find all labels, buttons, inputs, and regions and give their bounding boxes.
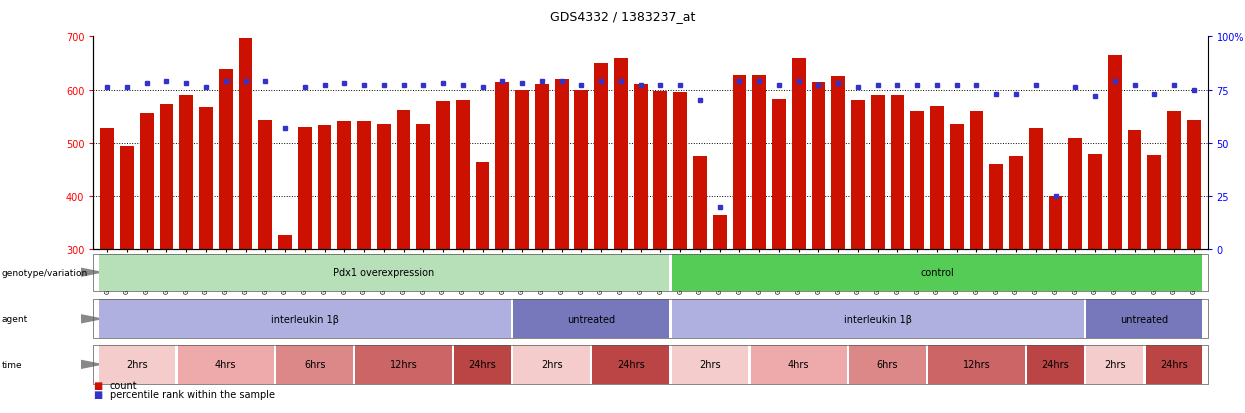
Bar: [337, 122, 351, 250]
Text: 4hrs: 4hrs: [215, 359, 237, 370]
Bar: [1010, 157, 1023, 250]
Text: 24hrs: 24hrs: [468, 359, 497, 370]
Text: 24hrs: 24hrs: [1160, 359, 1188, 370]
Bar: [219, 70, 233, 250]
Text: 24hrs: 24hrs: [616, 359, 645, 370]
Bar: [496, 83, 509, 250]
Bar: [139, 114, 153, 250]
Bar: [950, 125, 964, 250]
Text: 2hrs: 2hrs: [126, 359, 148, 370]
Bar: [476, 163, 489, 250]
Bar: [832, 77, 845, 250]
Text: 6hrs: 6hrs: [876, 359, 899, 370]
Bar: [1028, 129, 1042, 250]
Bar: [752, 76, 766, 250]
Polygon shape: [81, 361, 101, 368]
Bar: [555, 80, 569, 250]
Bar: [970, 112, 984, 250]
Bar: [712, 215, 727, 250]
Bar: [357, 122, 371, 250]
Text: count: count: [110, 380, 137, 390]
Bar: [199, 107, 213, 250]
Bar: [930, 106, 944, 250]
Bar: [120, 146, 134, 250]
Bar: [732, 76, 746, 250]
Bar: [1167, 112, 1182, 250]
Polygon shape: [81, 268, 101, 277]
Bar: [1068, 138, 1082, 250]
Bar: [317, 126, 331, 250]
Bar: [101, 128, 115, 250]
Text: 12hrs: 12hrs: [962, 359, 990, 370]
Bar: [574, 90, 589, 250]
Text: Pdx1 overexpression: Pdx1 overexpression: [334, 268, 435, 278]
Bar: [693, 157, 707, 250]
Bar: [870, 96, 885, 250]
Bar: [416, 124, 431, 250]
Bar: [259, 121, 273, 250]
Bar: [278, 235, 291, 250]
Text: ■: ■: [93, 389, 102, 399]
Text: 2hrs: 2hrs: [698, 359, 721, 370]
Bar: [1148, 155, 1162, 250]
Bar: [179, 96, 193, 250]
Bar: [456, 101, 469, 250]
Text: untreated: untreated: [568, 314, 615, 324]
Text: agent: agent: [1, 315, 27, 323]
Bar: [614, 58, 627, 250]
Bar: [890, 96, 904, 250]
Bar: [674, 93, 687, 250]
Bar: [1186, 121, 1200, 250]
Text: interleukin 1β: interleukin 1β: [844, 314, 911, 324]
Bar: [910, 112, 924, 250]
Bar: [634, 85, 647, 250]
Bar: [298, 128, 311, 250]
Text: untreated: untreated: [1120, 314, 1169, 324]
Bar: [772, 100, 786, 250]
Bar: [1108, 56, 1122, 250]
Text: 12hrs: 12hrs: [390, 359, 417, 370]
Bar: [239, 39, 253, 250]
Text: time: time: [1, 360, 22, 369]
Text: 2hrs: 2hrs: [1104, 359, 1125, 370]
Bar: [436, 102, 449, 250]
Text: percentile rank within the sample: percentile rank within the sample: [110, 389, 275, 399]
Bar: [1128, 130, 1142, 250]
Bar: [990, 165, 1003, 250]
Bar: [159, 105, 173, 250]
Bar: [792, 58, 806, 250]
Bar: [852, 101, 865, 250]
Bar: [1088, 154, 1102, 250]
Bar: [812, 82, 825, 250]
Bar: [654, 91, 667, 250]
Polygon shape: [81, 315, 101, 323]
Text: GDS4332 / 1383237_at: GDS4332 / 1383237_at: [550, 10, 695, 23]
Bar: [515, 90, 529, 250]
Bar: [377, 124, 391, 250]
Text: genotype/variation: genotype/variation: [1, 268, 87, 277]
Text: interleukin 1β: interleukin 1β: [270, 314, 339, 324]
Bar: [594, 64, 608, 250]
Text: 6hrs: 6hrs: [304, 359, 325, 370]
Bar: [1048, 197, 1062, 250]
Bar: [397, 111, 411, 250]
Text: 4hrs: 4hrs: [788, 359, 809, 370]
Text: ■: ■: [93, 380, 102, 390]
Text: 2hrs: 2hrs: [540, 359, 563, 370]
Text: control: control: [920, 268, 954, 278]
Text: 24hrs: 24hrs: [1042, 359, 1069, 370]
Bar: [535, 85, 549, 250]
